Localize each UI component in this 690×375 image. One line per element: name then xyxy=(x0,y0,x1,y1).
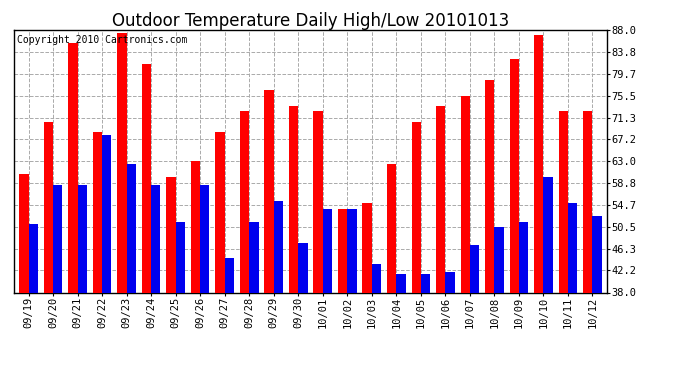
Bar xyxy=(559,111,568,292)
Bar xyxy=(519,222,529,292)
Bar xyxy=(176,222,185,292)
Bar xyxy=(102,135,111,292)
Bar xyxy=(43,122,53,292)
Bar xyxy=(445,272,455,292)
Bar xyxy=(19,174,28,292)
Bar xyxy=(470,245,479,292)
Bar xyxy=(126,164,136,292)
Bar xyxy=(264,90,274,292)
Bar xyxy=(372,264,381,292)
Bar xyxy=(117,33,126,292)
Bar xyxy=(510,59,519,292)
Bar xyxy=(362,203,372,292)
Bar xyxy=(436,106,445,292)
Bar xyxy=(387,164,396,292)
Bar xyxy=(347,209,357,292)
Title: Outdoor Temperature Daily High/Low 20101013: Outdoor Temperature Daily High/Low 20101… xyxy=(112,12,509,30)
Bar xyxy=(534,35,544,292)
Bar xyxy=(421,274,430,292)
Bar xyxy=(544,177,553,292)
Bar xyxy=(485,80,495,292)
Bar xyxy=(323,209,332,292)
Bar xyxy=(411,122,421,292)
Bar xyxy=(338,209,347,292)
Bar xyxy=(298,243,308,292)
Bar xyxy=(460,96,470,292)
Bar xyxy=(28,224,38,292)
Bar xyxy=(289,106,298,292)
Bar xyxy=(142,64,151,292)
Bar xyxy=(240,111,249,292)
Bar xyxy=(53,185,62,292)
Bar xyxy=(68,43,77,292)
Bar xyxy=(166,177,176,292)
Bar xyxy=(200,185,210,292)
Bar xyxy=(249,222,259,292)
Bar xyxy=(92,132,102,292)
Bar xyxy=(274,201,283,292)
Bar xyxy=(215,132,225,292)
Bar xyxy=(77,185,87,292)
Bar xyxy=(151,185,161,292)
Bar xyxy=(313,111,323,292)
Bar xyxy=(568,203,578,292)
Bar xyxy=(583,111,593,292)
Bar xyxy=(593,216,602,292)
Text: Copyright 2010 Cartronics.com: Copyright 2010 Cartronics.com xyxy=(17,35,187,45)
Bar xyxy=(225,258,234,292)
Bar xyxy=(495,227,504,292)
Bar xyxy=(191,161,200,292)
Bar xyxy=(396,274,406,292)
